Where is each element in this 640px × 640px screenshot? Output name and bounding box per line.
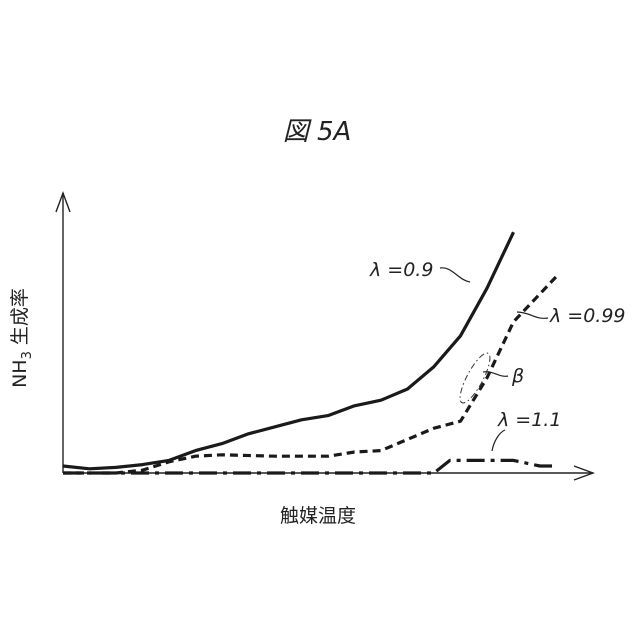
series-label-lambda-0-9: λ =0.9 bbox=[369, 259, 433, 281]
chart-title: 図 5A bbox=[283, 117, 352, 147]
beta-annotation: β bbox=[455, 350, 524, 407]
series-line-1 bbox=[63, 277, 556, 473]
x-axis-label: 触媒温度 bbox=[280, 505, 356, 527]
leader-lambda-0-9 bbox=[440, 268, 470, 282]
series-label-lambda-0-99: λ =0.99 bbox=[549, 305, 626, 327]
leader-lambda-1-1 bbox=[492, 430, 505, 451]
beta-label: β bbox=[511, 365, 524, 387]
leader-lambda-0-99 bbox=[517, 312, 548, 318]
series-label-lambda-1-1: λ =1.1 bbox=[497, 409, 561, 431]
y-axis-label: NH3 生成率 bbox=[9, 288, 35, 388]
series-group bbox=[63, 232, 556, 473]
